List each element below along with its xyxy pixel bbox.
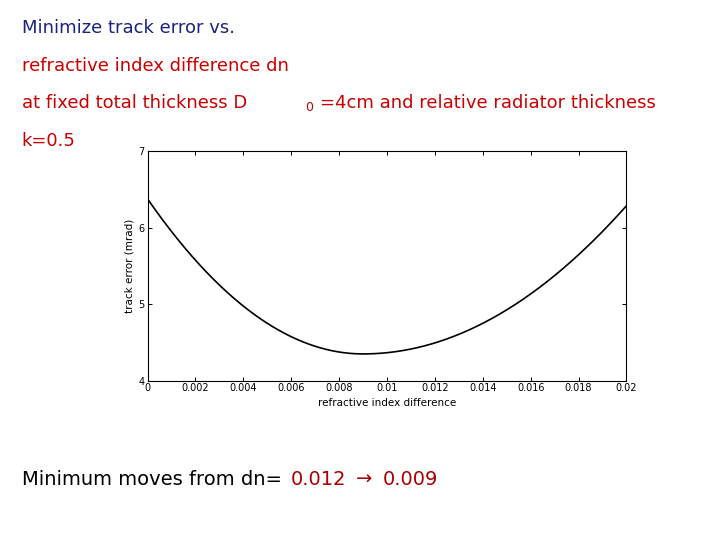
Text: Minimize track error vs.: Minimize track error vs. [22,19,235,37]
Text: →: → [356,470,372,489]
X-axis label: refractive index difference: refractive index difference [318,397,456,408]
Text: Minimum moves from dn=: Minimum moves from dn= [22,470,282,489]
Text: refractive index difference dn: refractive index difference dn [22,57,289,75]
Text: 0.012: 0.012 [291,470,346,489]
Text: 0: 0 [305,101,313,114]
Text: 0.009: 0.009 [383,470,438,489]
Y-axis label: track error (mrad): track error (mrad) [125,219,135,313]
Text: at fixed total thickness D: at fixed total thickness D [22,94,247,112]
Text: =4cm and relative radiator thickness: =4cm and relative radiator thickness [320,94,656,112]
Text: k=0.5: k=0.5 [22,132,76,150]
